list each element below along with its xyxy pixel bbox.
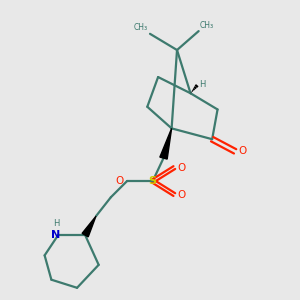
Text: O: O (178, 190, 186, 200)
Text: N: N (51, 230, 61, 240)
Text: H: H (53, 218, 59, 227)
Polygon shape (82, 216, 96, 237)
Text: CH₃: CH₃ (200, 21, 214, 30)
Text: CH₃: CH₃ (133, 23, 147, 32)
Polygon shape (160, 128, 172, 159)
Text: S: S (149, 176, 157, 186)
Text: O: O (178, 163, 186, 172)
Text: O: O (116, 176, 124, 186)
Text: H: H (200, 80, 206, 89)
Text: O: O (238, 146, 247, 156)
